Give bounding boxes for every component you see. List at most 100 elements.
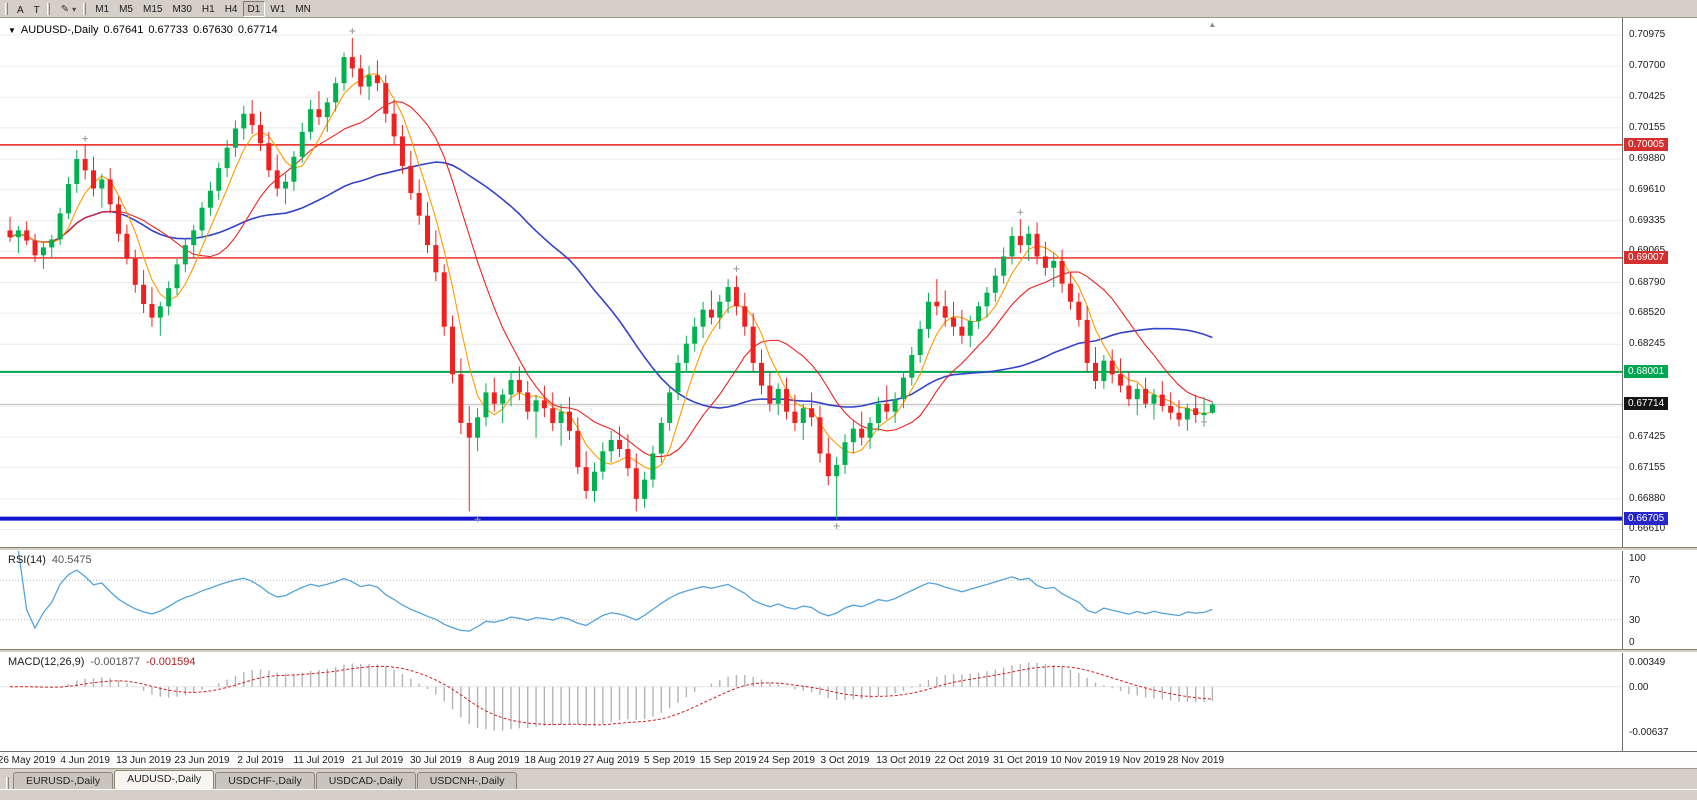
- rsi-axis-label: 30: [1629, 614, 1641, 626]
- timeframe-button-m30[interactable]: M30: [172, 3, 192, 15]
- toolbar-grip-3[interactable]: [83, 2, 87, 15]
- timeframe-button-h1[interactable]: H1: [201, 3, 215, 15]
- date-axis-label: 3 Oct 2019: [820, 755, 870, 766]
- date-axis-label: 22 Oct 2019: [934, 755, 990, 766]
- timeframe-button-mn[interactable]: MN: [295, 3, 311, 15]
- price-axis-label: 0.69065: [1629, 245, 1665, 256]
- date-axis-label: 4 Jun 2019: [60, 755, 110, 766]
- toolbar-grip[interactable]: [5, 2, 8, 15]
- date-axis-label: 18 Aug 2019: [524, 755, 581, 766]
- chart-open-value: 0.67641: [103, 24, 144, 36]
- chart-tab-bar: EURUSD-,Daily AUDUSD-,Daily USDCHF-,Daily U…: [0, 769, 1697, 789]
- macd-signal-value: -0.001594: [145, 656, 196, 668]
- timeframe-button-m1[interactable]: M1: [95, 3, 110, 15]
- date-axis-label: 13 Oct 2019: [876, 755, 931, 766]
- time-axis[interactable]: 26 May 2019 4 Jun 2019 13 Jun 2019 23 Jun 2…: [0, 751, 1697, 769]
- timeframe-button-group: M1 M5 M15 M30 H1 H4 D1 W1 MN: [90, 0, 316, 17]
- date-axis-label: 31 Oct 2019: [993, 755, 1048, 766]
- date-axis-label: 24 Sep 2019: [758, 755, 815, 766]
- timeframe-button-d1[interactable]: D1: [242, 0, 266, 17]
- chart-dropdown-icon[interactable]: ▼: [8, 25, 16, 35]
- date-axis-label: 11 Jul 2019: [293, 755, 345, 766]
- rsi-name: RSI(14): [8, 554, 46, 566]
- fractal-marker: [1201, 418, 1208, 425]
- fractal-marker: [833, 523, 840, 530]
- tool-button-a[interactable]: A: [17, 4, 24, 16]
- rsi-axis-label: 100: [1629, 553, 1646, 564]
- rsi-axis[interactable]: 100 70 30 0: [1622, 551, 1697, 649]
- candlestick-chart[interactable]: ▲: [0, 18, 1622, 547]
- chevron-down-icon: ▾: [72, 4, 77, 14]
- date-axis-label: 19 Nov 2019: [1108, 755, 1166, 766]
- toolbar-grip-2[interactable]: [46, 2, 50, 15]
- rsi-value: 40.5475: [51, 554, 92, 566]
- price-axis-label: 0.69610: [1629, 183, 1666, 195]
- rsi-axis-label: 0: [1629, 637, 1635, 648]
- macd-axis-label: 0.00: [1629, 681, 1649, 693]
- rsi-label: RSI(14) 40.5475: [8, 554, 92, 566]
- macd-name: MACD(12,26,9): [8, 656, 85, 668]
- date-axis-label: 26 May 2019: [0, 755, 56, 766]
- price-axis-label: 0.69335: [1629, 214, 1666, 226]
- price-axis-label: 0.70975: [1629, 28, 1666, 40]
- date-axis-label: 5 Sep 2019: [644, 755, 696, 766]
- fractal-marker: [82, 135, 89, 142]
- chart-tab-audusd[interactable]: AUDUSD-,Daily: [114, 770, 215, 789]
- price-level-badge: 0.66705: [1624, 511, 1669, 525]
- fractal-marker: [733, 265, 740, 272]
- timeframe-button-m15[interactable]: M15: [143, 3, 163, 15]
- timeframe-button-h4[interactable]: H4: [224, 3, 238, 15]
- chart-tab-usdcnh[interactable]: USDCNH-,Daily: [416, 772, 518, 789]
- chart-shift-marker: ▲: [1208, 20, 1216, 29]
- timeframe-button-w1[interactable]: W1: [270, 3, 286, 15]
- date-axis-label: 21 Jul 2019: [351, 755, 404, 766]
- price-axis-label: 0.66880: [1629, 492, 1666, 504]
- chart-high-value: 0.67733: [148, 24, 189, 36]
- chart-tab-usdchf[interactable]: USDCHF-,Daily: [215, 772, 315, 789]
- tool-button-t[interactable]: T: [33, 4, 40, 16]
- date-axis-label: 30 Jul 2019: [409, 755, 462, 766]
- macd-label: MACD(12,26,9) -0.001877 -0.001594: [8, 656, 196, 668]
- fractal-marker: [1017, 209, 1024, 216]
- price-axis-label: 0.68520: [1629, 307, 1666, 319]
- macd-chart: [0, 662, 1622, 731]
- price-axis-label: 0.70155: [1629, 121, 1666, 133]
- price-chart-panel[interactable]: ▲ ▼ AUDUSD-,Daily 0.67641 0.67733 0.6763…: [0, 18, 1622, 547]
- chart-tab-eurusd[interactable]: EURUSD-,Daily: [13, 772, 114, 789]
- draw-tool-button[interactable]: ✎ ▾: [54, 1, 81, 17]
- price-level-badge: 0.69007: [1624, 250, 1669, 264]
- date-axis-label: 15 Sep 2019: [699, 755, 757, 766]
- timeframe-button-m5[interactable]: M5: [119, 3, 133, 15]
- macd-axis-label: -0.00637: [1629, 727, 1669, 738]
- price-axis-label: 0.70425: [1629, 91, 1666, 103]
- date-axis-label: 28 Nov 2019: [1167, 755, 1225, 766]
- rsi-panel[interactable]: [0, 551, 1622, 649]
- window-bottom-edge: [0, 789, 1697, 800]
- price-level-badge: 0.70005: [1624, 137, 1669, 151]
- macd-panel[interactable]: [0, 653, 1622, 751]
- macd-axis-label: 0.00349: [1629, 657, 1666, 668]
- tabbar-grip[interactable]: [6, 777, 9, 789]
- panel-splitter-2[interactable]: [0, 649, 1697, 653]
- chart-tab-usdcad[interactable]: USDCAD-,Daily: [315, 772, 416, 789]
- date-axis-label: 2 Jul 2019: [237, 755, 284, 766]
- price-axis-label: 0.68245: [1629, 338, 1666, 350]
- date-axis-label: 8 Aug 2019: [468, 755, 520, 766]
- macd-axis[interactable]: 0.00349 0.00 -0.00637: [1622, 653, 1697, 751]
- fractal-marker: [474, 516, 481, 523]
- rsi-axis-label: 70: [1629, 575, 1641, 587]
- price-level-badge: 0.68001: [1624, 364, 1669, 378]
- price-axis[interactable]: 0.70975 0.70700 0.70425 0.70155 0.69880 0.696…: [1622, 18, 1697, 547]
- price-axis-label: 0.69880: [1629, 153, 1666, 165]
- price-axis-label: 0.66610: [1629, 523, 1666, 535]
- fractal-marker: [349, 28, 356, 35]
- chart-symbol-label: AUDUSD-,Daily: [20, 24, 99, 36]
- panel-splitter[interactable]: [0, 547, 1697, 551]
- price-axis-label: 0.67155: [1629, 461, 1666, 473]
- date-axis-label: 10 Nov 2019: [1050, 755, 1108, 766]
- price-axis-label: 0.70700: [1629, 60, 1666, 72]
- chart-title-overlay: ▼ AUDUSD-,Daily 0.67641 0.67733 0.67630 …: [8, 24, 278, 36]
- date-axis-label: 27 Aug 2019: [583, 755, 640, 766]
- price-axis-label: 0.67425: [1629, 431, 1666, 443]
